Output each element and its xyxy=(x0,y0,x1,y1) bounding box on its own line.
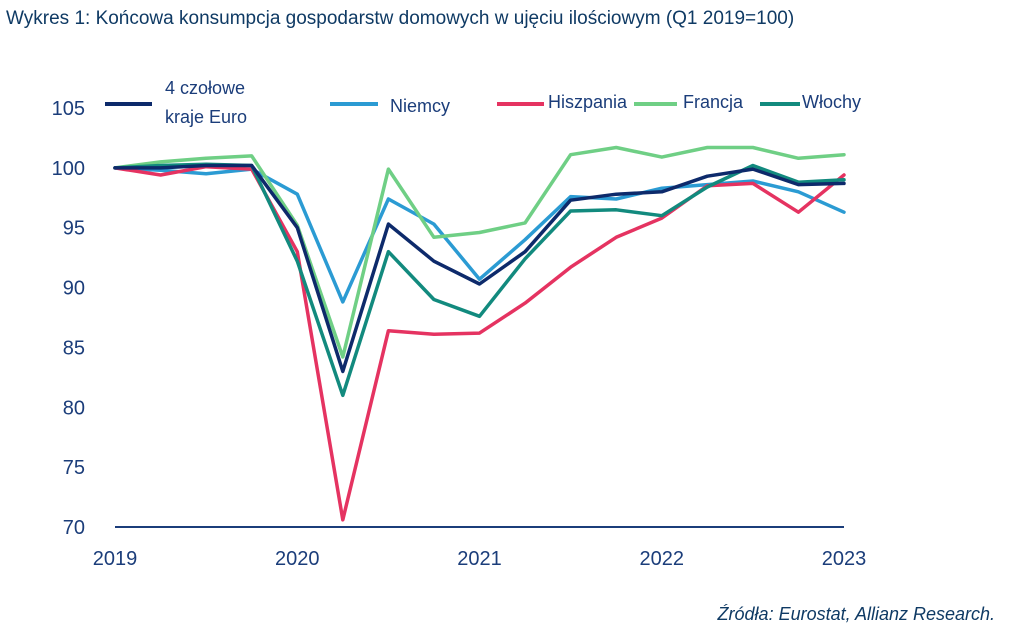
y-tick-label: 85 xyxy=(63,337,85,359)
legend: 4 czołowe kraje Euro Niemcy Hiszpania Fr… xyxy=(105,78,861,127)
y-tick-label: 80 xyxy=(63,397,85,419)
chart-title: Wykres 1: Końcowa konsumpcja gospodarstw… xyxy=(6,8,795,29)
legend-label-4-czolowe-line1: 4 czołowe xyxy=(165,78,245,98)
y-tick-label: 75 xyxy=(63,457,85,479)
y-tick-label: 90 xyxy=(63,278,85,300)
x-tick-label: 2023 xyxy=(822,548,867,570)
series-line-0 xyxy=(113,163,846,374)
y-tick-label: 105 xyxy=(52,98,85,120)
x-tick-label: 2019 xyxy=(93,548,138,570)
legend-item-4-czolowe: 4 czołowe kraje Euro xyxy=(105,78,247,127)
x-axis-tick-labels: 2019 2020 2021 2022 2023 xyxy=(93,548,867,570)
y-tick-label: 70 xyxy=(63,517,85,539)
series-line-2 xyxy=(113,164,846,522)
legend-item-hiszpania: Hiszpania xyxy=(497,92,628,112)
source-note: Źródła: Eurostat, Allianz Research. xyxy=(717,604,995,624)
legend-label-niemcy: Niemcy xyxy=(390,96,450,116)
y-axis-tick-labels: 70 75 80 85 90 95 100 105 xyxy=(52,98,85,539)
y-tick-label: 95 xyxy=(63,218,85,240)
series-line-3 xyxy=(113,145,846,359)
legend-label-wlochy: Włochy xyxy=(802,92,861,112)
series-lines xyxy=(113,145,846,522)
legend-item-francja: Francja xyxy=(634,92,744,112)
y-tick-label: 100 xyxy=(52,158,85,180)
series-line-1 xyxy=(113,166,846,304)
x-tick-label: 2020 xyxy=(275,548,320,570)
legend-item-niemcy: Niemcy xyxy=(330,96,450,116)
legend-label-hiszpania: Hiszpania xyxy=(548,92,628,112)
x-tick-label: 2021 xyxy=(457,548,502,570)
legend-label-4-czolowe-line2: kraje Euro xyxy=(165,107,247,127)
x-tick-label: 2022 xyxy=(640,548,685,570)
legend-item-wlochy: Włochy xyxy=(760,92,861,112)
legend-label-francja: Francja xyxy=(683,92,744,112)
